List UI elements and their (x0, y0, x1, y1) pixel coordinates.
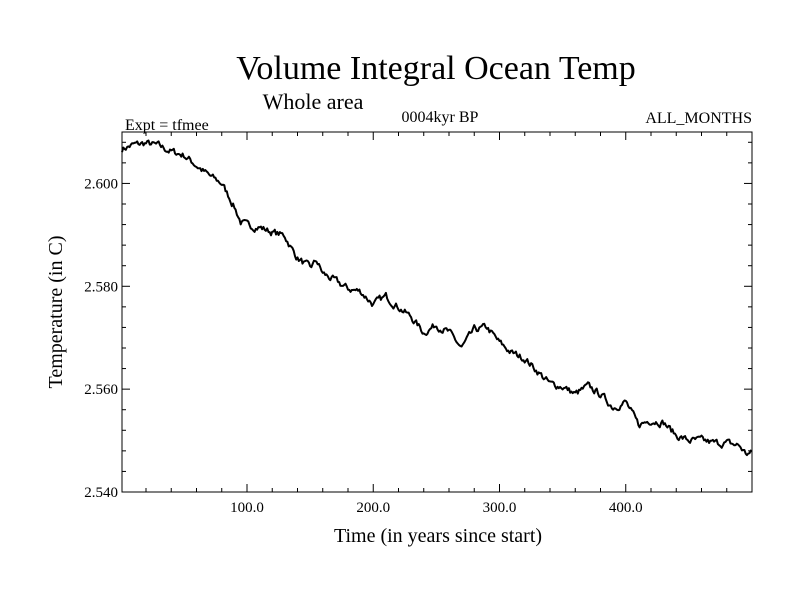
period-label: 0004kyr BP (402, 109, 479, 126)
plot-frame (121, 131, 753, 493)
y-tick-label: 2.560 (84, 382, 118, 398)
x-tick-label: 400.0 (609, 500, 643, 516)
x-axis-label: Time (in years since start) (334, 525, 542, 547)
x-tick-label: 300.0 (483, 500, 517, 516)
tick-group (122, 132, 752, 493)
chart-subtitle: Whole area (263, 89, 364, 114)
tick-label-group: 100.0 200.0 300.0 400.0 2.540 2.560 2.580 2.600 (84, 176, 642, 516)
experiment-label: Expt = tfmee (125, 117, 209, 134)
y-tick-label: 2.600 (84, 176, 118, 192)
y-tick-label: 2.540 (84, 485, 118, 501)
x-tick-label: 200.0 (356, 500, 390, 516)
y-tick-label: 2.580 (84, 279, 118, 295)
x-tick-label: 100.0 (230, 500, 264, 516)
months-label: ALL_MONTHS (645, 110, 752, 127)
chart-title: Volume Integral Ocean Temp (236, 50, 636, 87)
temperature-series-line (121, 139, 753, 457)
y-axis-label: Temperature (in C) (45, 236, 67, 389)
